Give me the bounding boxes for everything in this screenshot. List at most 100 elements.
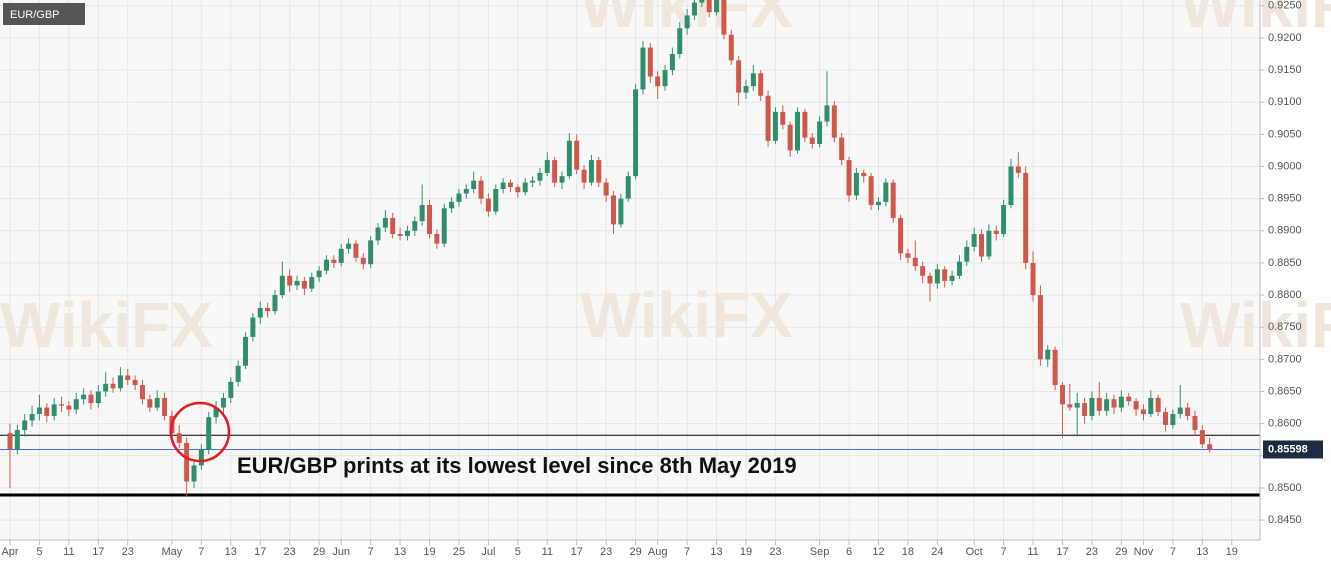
candle-body bbox=[1052, 349, 1058, 386]
candle-body bbox=[235, 365, 241, 382]
x-tick-label: 25 bbox=[453, 546, 465, 558]
candle-body bbox=[132, 379, 138, 386]
x-tick-label: Jul bbox=[481, 546, 495, 558]
last-price-tag bbox=[1263, 440, 1323, 459]
chart-title: EUR/GBP bbox=[10, 9, 60, 21]
candle-body bbox=[625, 176, 631, 199]
candle-body bbox=[73, 399, 79, 410]
candle-body bbox=[647, 47, 653, 77]
x-tick-label: May bbox=[162, 546, 183, 558]
axes: 0.84500.85000.85500.86000.86500.87000.87… bbox=[1, 0, 1323, 558]
watermark: WikiFX bbox=[1180, 289, 1331, 361]
highlight-circle bbox=[169, 401, 231, 463]
x-tick-label: 23 bbox=[769, 546, 781, 558]
candle-body bbox=[853, 172, 859, 196]
candle-body bbox=[1015, 166, 1021, 173]
y-tick-label: 0.8500 bbox=[1268, 482, 1302, 494]
candle-body bbox=[898, 217, 904, 254]
candle-body bbox=[721, 0, 727, 35]
candle-body bbox=[29, 414, 35, 421]
x-tick-label: 29 bbox=[629, 546, 641, 558]
candle-body bbox=[1008, 166, 1014, 206]
candle-body bbox=[633, 89, 639, 177]
candle-body bbox=[772, 111, 778, 141]
candle-body bbox=[220, 397, 226, 408]
candle-body bbox=[323, 259, 329, 271]
watermark: WikiFX bbox=[580, 279, 793, 351]
x-tick-label: 19 bbox=[423, 546, 435, 558]
candle-body bbox=[795, 111, 801, 151]
watermark: WikiFX bbox=[0, 289, 213, 361]
x-tick-label: 17 bbox=[92, 546, 104, 558]
candle-body bbox=[544, 160, 550, 173]
candle-body bbox=[81, 394, 87, 400]
candle-body bbox=[588, 160, 594, 183]
y-tick-label: 0.9200 bbox=[1268, 32, 1302, 44]
candle-body bbox=[971, 234, 977, 247]
candle-body bbox=[956, 261, 962, 276]
candle-body bbox=[1163, 412, 1169, 425]
candle-body bbox=[1096, 397, 1102, 411]
candle-body bbox=[22, 420, 28, 431]
x-tick-label: Oct bbox=[966, 546, 983, 558]
y-tick-label: 0.9100 bbox=[1268, 96, 1302, 108]
candle-body bbox=[787, 124, 793, 151]
candle-body bbox=[949, 275, 955, 281]
candle-body bbox=[559, 176, 565, 183]
y-tick-label: 0.8450 bbox=[1268, 514, 1302, 526]
candle-body bbox=[964, 246, 970, 262]
candle-body bbox=[294, 280, 300, 286]
x-tick-label: 5 bbox=[515, 546, 521, 558]
candle-body bbox=[375, 227, 381, 241]
candle-body bbox=[861, 172, 867, 177]
candle-body bbox=[530, 180, 536, 183]
candle-body bbox=[500, 182, 506, 189]
candle-body bbox=[316, 270, 322, 278]
candle-body bbox=[434, 234, 440, 244]
candle-body bbox=[1118, 396, 1124, 408]
candle-body bbox=[993, 230, 999, 234]
y-tick-label: 0.8700 bbox=[1268, 353, 1302, 365]
candle-body bbox=[1185, 407, 1191, 416]
candle-body bbox=[1104, 399, 1110, 411]
candle-body bbox=[986, 230, 992, 257]
candle-body bbox=[1170, 414, 1176, 425]
x-tick-label: 18 bbox=[902, 546, 914, 558]
candle-body bbox=[441, 208, 447, 244]
candle-body bbox=[979, 234, 985, 257]
x-tick-label: 13 bbox=[225, 546, 237, 558]
x-tick-label: 13 bbox=[394, 546, 406, 558]
x-tick-label: 11 bbox=[1027, 546, 1038, 558]
x-tick-label: 29 bbox=[1115, 546, 1127, 558]
x-tick-label: 23 bbox=[284, 546, 296, 558]
x-tick-label: 17 bbox=[1056, 546, 1068, 558]
candle-body bbox=[213, 407, 219, 418]
x-tick-label: 7 bbox=[198, 546, 204, 558]
annotation: EUR/GBP prints at its lowest level since… bbox=[237, 453, 797, 478]
x-tick-label: 19 bbox=[740, 546, 752, 558]
x-tick-label: Apr bbox=[1, 546, 18, 558]
candle-body bbox=[618, 198, 624, 225]
x-tick-label: 7 bbox=[1001, 546, 1007, 558]
candle-body bbox=[66, 405, 72, 410]
x-tick-label: 7 bbox=[368, 546, 374, 558]
candle-body bbox=[390, 217, 396, 234]
candle-body bbox=[404, 230, 410, 236]
candle-body bbox=[478, 180, 484, 199]
candle-body bbox=[427, 205, 433, 234]
x-tick-label: 12 bbox=[872, 546, 884, 558]
candle-body bbox=[88, 394, 94, 404]
y-tick-label: 0.9150 bbox=[1268, 64, 1302, 76]
candle-body bbox=[1155, 397, 1161, 413]
candle-body bbox=[552, 160, 558, 183]
candle-body bbox=[714, 0, 720, 13]
candle-body bbox=[684, 15, 690, 29]
y-tick-label: 0.8750 bbox=[1268, 321, 1302, 333]
candle-body bbox=[51, 404, 57, 416]
y-tick-label: 0.8650 bbox=[1268, 385, 1302, 397]
candle-body bbox=[198, 449, 204, 466]
candle-body bbox=[743, 86, 749, 93]
candle-body bbox=[669, 54, 675, 71]
candle-body bbox=[611, 195, 617, 225]
candle-body bbox=[596, 160, 602, 183]
